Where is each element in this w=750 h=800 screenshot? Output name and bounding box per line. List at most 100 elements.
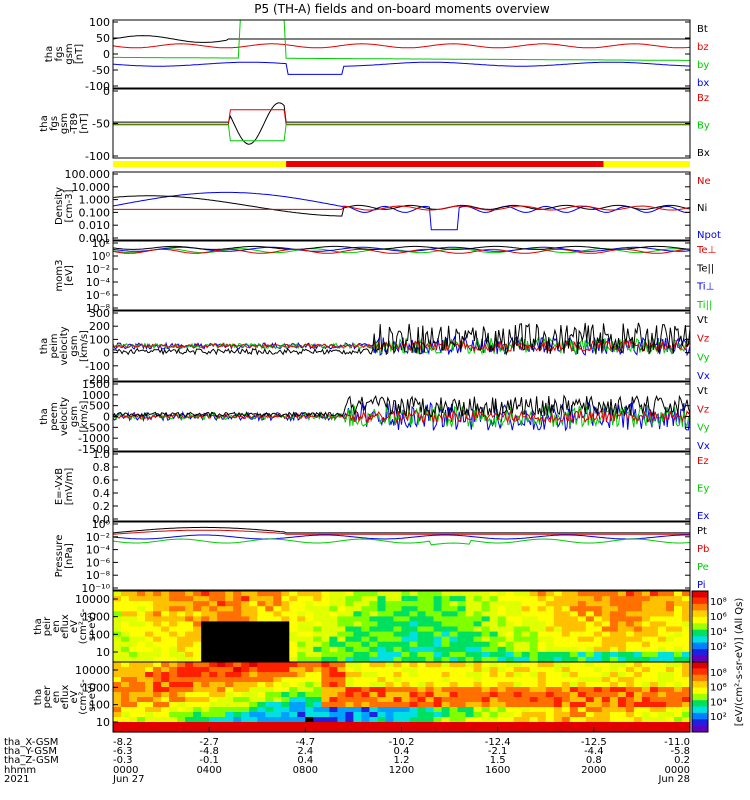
spectrogram-cell <box>289 727 298 733</box>
spectrogram-cell <box>553 717 563 723</box>
spectrogram-cell <box>593 677 603 683</box>
spectrogram-cell <box>481 682 491 688</box>
spectrogram-cell <box>529 712 539 718</box>
spectrogram-cell <box>481 606 491 612</box>
spectrogram-cell <box>481 636 491 643</box>
spectrogram-cell <box>537 621 547 628</box>
spectrogram-cell <box>201 717 210 723</box>
spectrogram-cell <box>225 672 234 678</box>
spectrogram-cell <box>521 656 531 663</box>
spectrogram-cell <box>577 626 587 633</box>
spectrogram-cell <box>609 667 619 673</box>
spectrogram-cell <box>569 626 579 633</box>
spectrogram-cell <box>657 611 667 617</box>
spectrogram-cell <box>369 641 378 648</box>
spectrogram-cell <box>161 636 170 643</box>
spectrogram-cell <box>233 621 242 628</box>
spectrogram-cell <box>321 687 330 693</box>
spectrogram-cell <box>297 596 306 602</box>
spectrogram-cell <box>521 651 531 658</box>
spectrogram-cell <box>385 596 395 602</box>
y-tick-label: 10000 <box>75 664 110 677</box>
spectrogram-cell <box>145 727 154 733</box>
spectrogram-cell <box>257 677 266 683</box>
spectrogram-cell <box>537 692 547 698</box>
trace-vz <box>113 404 690 429</box>
spectrogram-cell <box>649 606 659 612</box>
spectrogram-cell <box>561 626 571 633</box>
spectrogram-cell <box>169 677 178 683</box>
spectrogram-cell <box>113 707 122 713</box>
spectrogram-cell <box>321 616 330 623</box>
spectrogram-cell <box>177 667 186 673</box>
spectrogram-cell <box>577 621 587 628</box>
spectrogram-cell <box>297 631 306 638</box>
spectrogram-cell <box>489 631 499 638</box>
spectrogram-cell <box>545 672 555 678</box>
spectrogram-cell <box>497 601 507 607</box>
spectrogram-cell <box>409 646 419 653</box>
spectrogram-cell <box>449 672 459 678</box>
spectrogram-cell <box>225 621 234 628</box>
spectrogram-cell <box>674 727 683 733</box>
spectrogram-cell <box>329 641 338 648</box>
spectrogram-cell <box>369 717 378 723</box>
spectrogram-cell <box>682 611 691 617</box>
spectrogram-cell <box>113 712 122 718</box>
spectrogram-cell <box>674 596 683 602</box>
spectrogram-cell <box>305 646 314 653</box>
spectrogram-cell <box>217 656 226 663</box>
spectrogram-cell <box>401 687 411 693</box>
spectrogram-cell <box>569 601 579 607</box>
spectrogram-cell <box>609 687 619 693</box>
spectrogram-cell <box>393 641 403 648</box>
spectrogram-cell <box>641 672 651 678</box>
spectrogram-cell <box>145 717 154 723</box>
spectrogram-cell <box>481 591 491 597</box>
spectrogram-cell <box>225 611 234 617</box>
colorbar-band <box>692 674 708 682</box>
spectrogram-cell <box>217 636 226 643</box>
spectrogram-cell <box>569 606 579 612</box>
spectrogram-cell <box>369 621 378 628</box>
spectrogram-cell <box>121 692 130 698</box>
spectrogram-cell <box>601 646 611 653</box>
legend-entry: Vx <box>697 371 710 382</box>
spectrogram-cell <box>209 682 218 688</box>
spectrogram-cell <box>297 651 306 658</box>
spectrogram-cell <box>329 697 338 703</box>
spectrogram-cell <box>169 662 178 668</box>
spectrogram-cell <box>273 722 282 728</box>
spectrogram-cell <box>497 707 507 713</box>
spectrogram-cell <box>481 727 491 733</box>
spectrogram-cell <box>601 687 611 693</box>
spectrogram-cell <box>225 656 234 663</box>
spectrogram-cell <box>641 656 651 663</box>
colorbar-band <box>692 597 708 605</box>
spectrogram-cell <box>433 717 443 723</box>
spectrogram-cell <box>609 697 619 703</box>
spectrogram-cell <box>281 631 290 638</box>
spectrogram-cell <box>521 601 531 607</box>
spectrogram-cell <box>121 601 130 607</box>
spectrogram-cell <box>633 697 643 703</box>
spectrogram-cell <box>233 722 242 728</box>
spectrogram-cell <box>393 667 403 673</box>
x-tick-time: 0800 <box>293 765 318 776</box>
spectrogram-cell <box>185 641 194 648</box>
spectrogram-cell <box>649 707 659 713</box>
spectrogram-cell <box>281 722 290 728</box>
trace-pi <box>113 538 690 546</box>
spectrogram-cell <box>449 636 459 643</box>
spectrogram-cell <box>633 712 643 718</box>
spectrogram-cell <box>329 722 338 728</box>
spectrogram-cell <box>193 672 202 678</box>
spectrogram-cell <box>521 692 531 698</box>
spectrogram-cell <box>241 717 250 723</box>
spectrogram-cell <box>666 682 675 688</box>
spectrogram-cell <box>425 631 435 638</box>
spectrogram-cell <box>305 672 314 678</box>
spectrogram-cell <box>265 672 274 678</box>
spectrogram-cell <box>297 621 306 628</box>
spectrogram-cell <box>265 651 274 658</box>
